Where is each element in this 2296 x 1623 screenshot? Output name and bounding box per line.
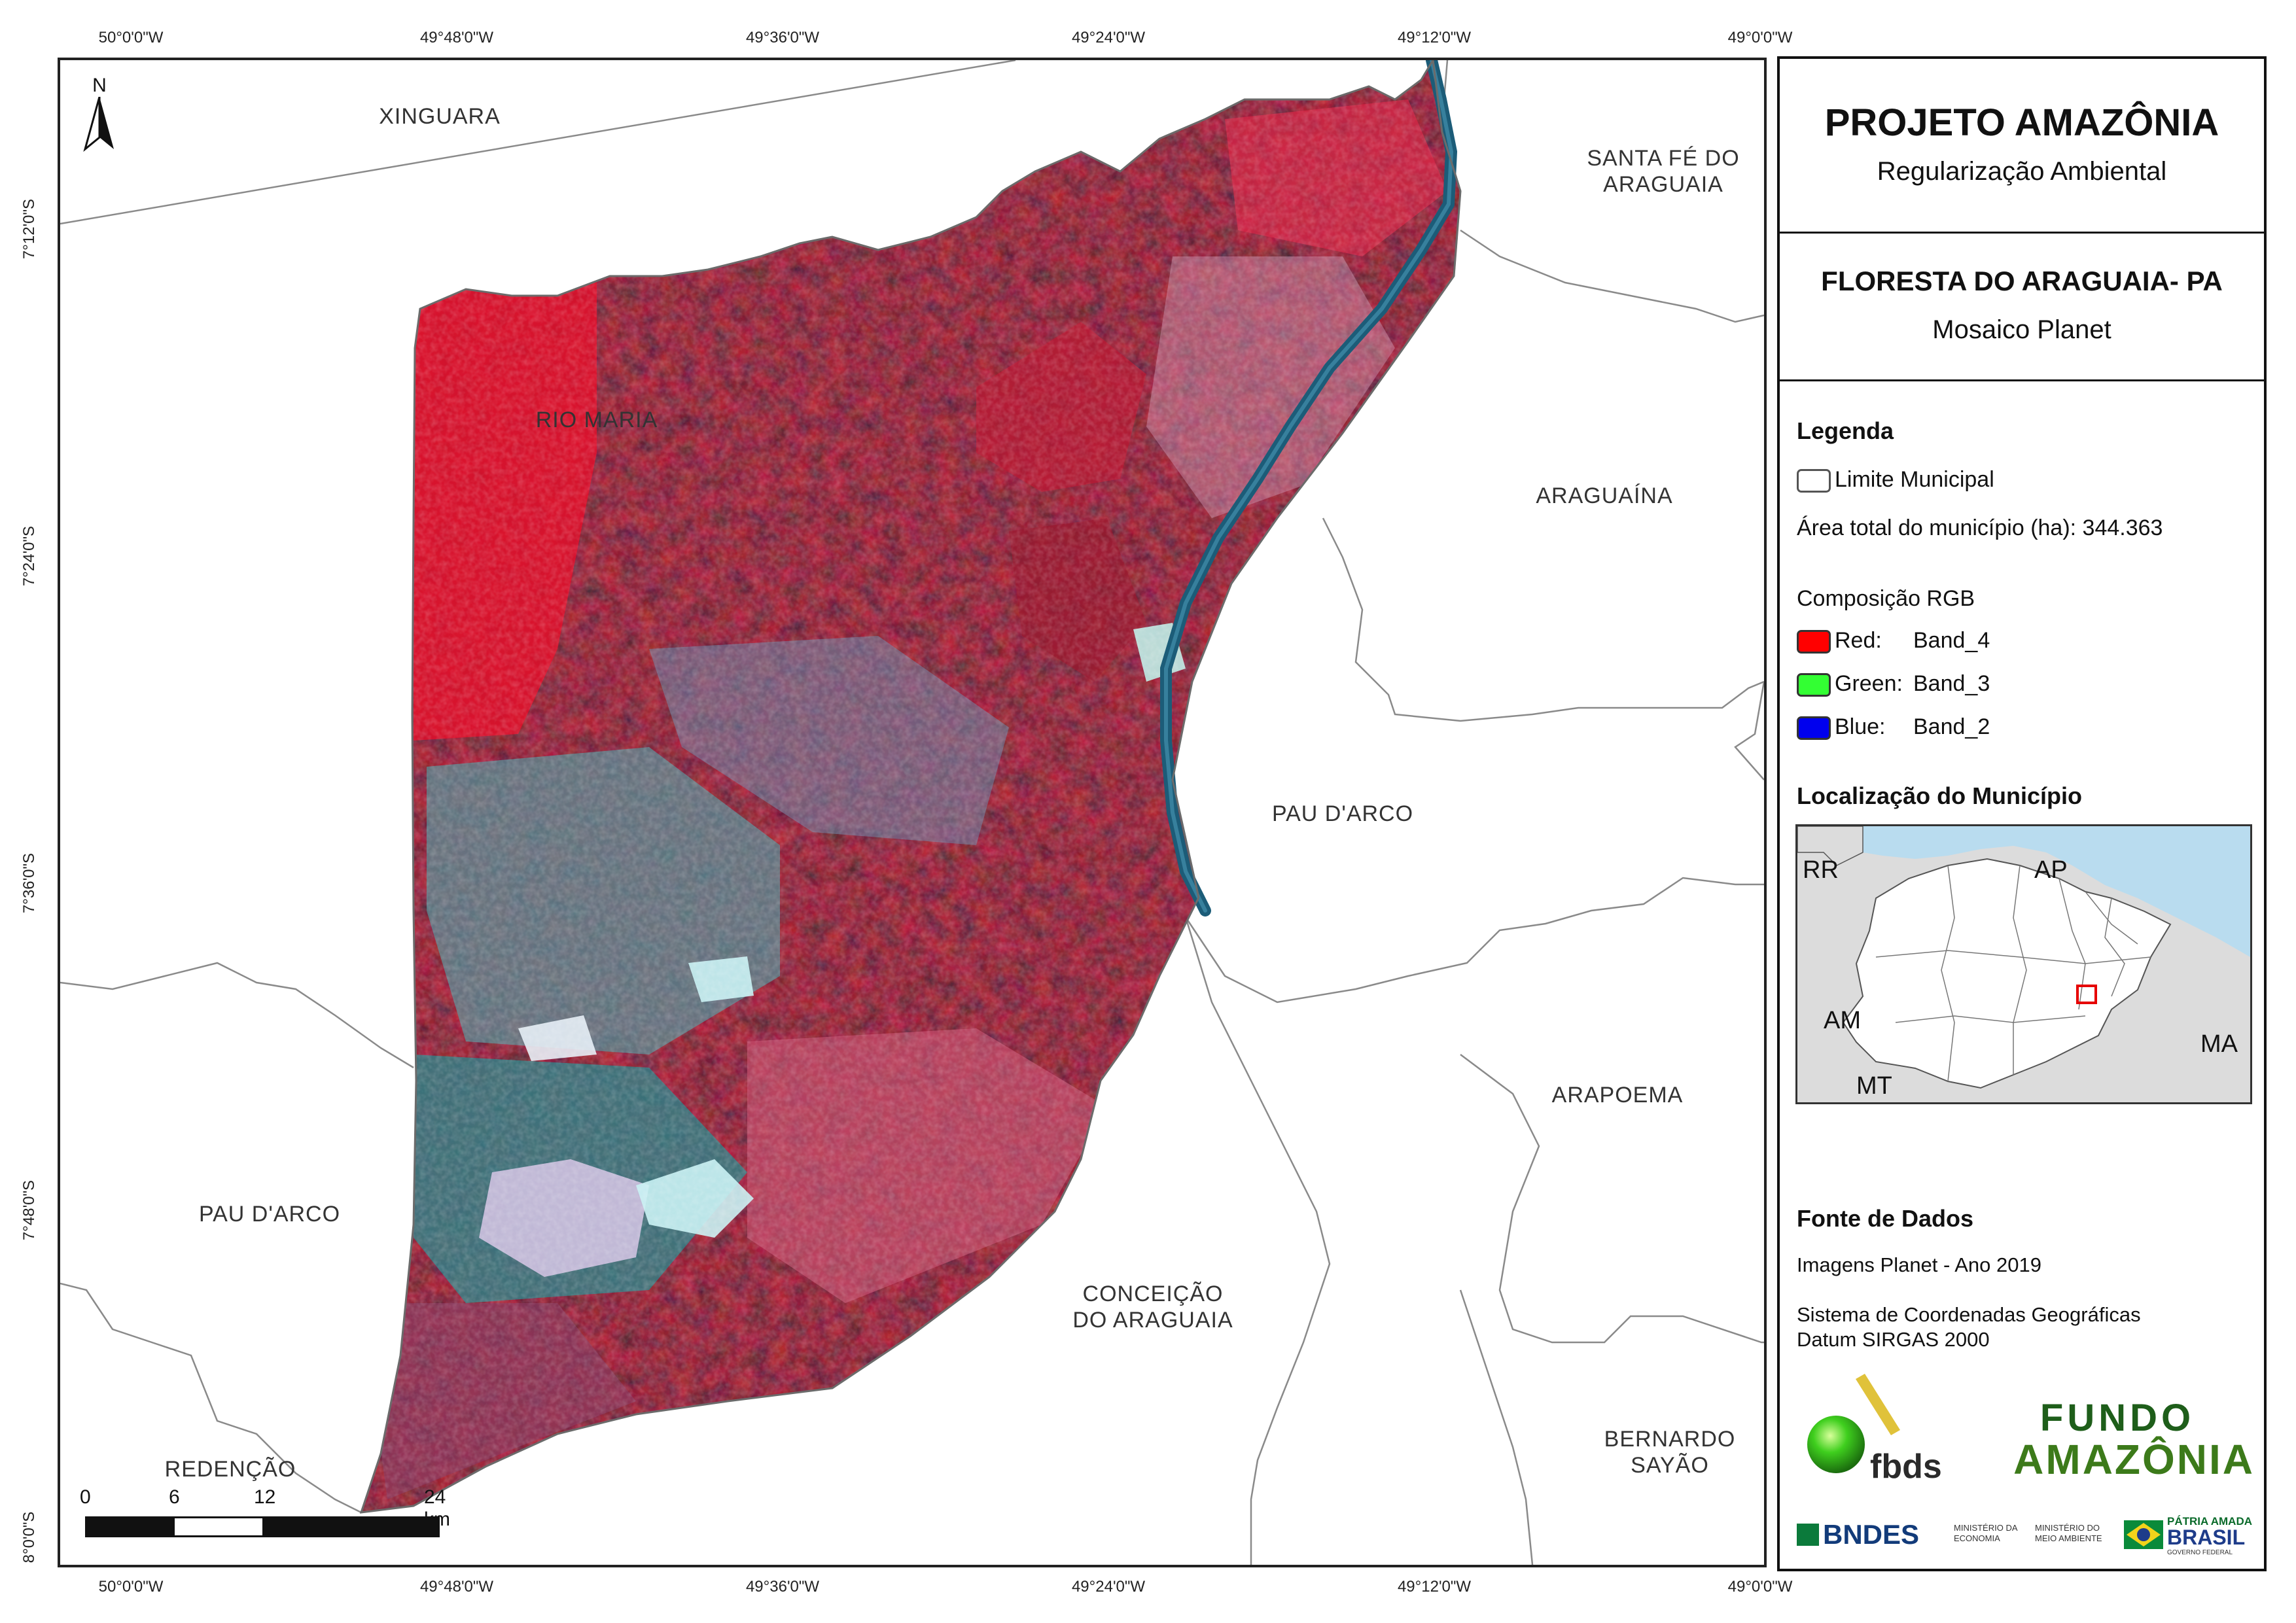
scale-bar-graphic: [85, 1516, 440, 1537]
green-swatch: [1797, 673, 1831, 697]
amazonia-text: AMAZÔNIA: [2013, 1436, 2255, 1483]
boundary-swatch: [1797, 469, 1831, 493]
north-arrow-icon: [83, 96, 114, 152]
map-name: FLORESTA DO ARAGUAIA- PA: [1821, 266, 2223, 296]
blue-band: Band_2: [1913, 714, 1990, 739]
label-xinguara: XINGUARA: [379, 104, 501, 129]
legend-band-blue: Blue: Band_2: [1797, 714, 1990, 741]
sources-crs-line1: Sistema de Coordenadas Geográficas: [1797, 1303, 2141, 1326]
sources-images: Imagens Planet - Ano 2019: [1797, 1253, 2041, 1276]
legend-rgb-title: Composição RGB: [1797, 586, 1975, 611]
scale-label-6: 6: [169, 1486, 180, 1508]
lon-tick-bottom-4: 49°12'0"W: [1397, 1578, 1472, 1596]
project-subtitle: Regularização Ambiental: [1877, 157, 2167, 186]
lat-tick-1: 7°24'0"S: [20, 525, 38, 587]
lon-tick-top-5: 49°0'0"W: [1727, 29, 1793, 46]
header-section: PROJETO AMAZÔNIA Regularização Ambiental: [1780, 59, 2264, 234]
sources-crs-line2: Datum SIRGAS 2000: [1797, 1328, 1990, 1351]
scale-bar: 0 6 12 24 km: [80, 1486, 472, 1545]
loc-label-mt: MT: [1856, 1072, 1892, 1100]
label-redencao: REDENÇÃO: [164, 1457, 296, 1482]
bndes-text: BNDES: [1823, 1519, 1920, 1550]
fundo-text: FUNDO: [2040, 1397, 2195, 1439]
lon-tick-top-4: 49°12'0"W: [1397, 29, 1472, 46]
lon-tick-bottom-5: 49°0'0"W: [1727, 1578, 1793, 1596]
lat-tick-3: 7°48'0"S: [20, 1179, 38, 1241]
lon-tick-top-3: 49°24'0"W: [1071, 29, 1146, 46]
fbds-text: fbds: [1870, 1448, 1942, 1486]
lon-tick-bottom-2: 49°36'0"W: [745, 1578, 820, 1596]
patria-amada-logo: PÁTRIA AMADA BRASIL GOVERNO FEDERAL: [2124, 1512, 2255, 1558]
blue-swatch: [1797, 716, 1831, 741]
lat-tick-2: 7°36'0"S: [20, 852, 38, 914]
label-bernardo-sayao: BERNARDO SAYÃO: [1604, 1427, 1736, 1478]
patria-line2: BRASIL: [2167, 1526, 2246, 1549]
location-map: [1797, 826, 2250, 1102]
green-band: Band_3: [1913, 671, 1990, 696]
bndes-logo: BNDES: [1797, 1519, 1934, 1552]
boundary-label: Limite Municipal: [1835, 467, 1994, 492]
scale-label-0: 0: [80, 1486, 91, 1508]
blue-channel: Blue:: [1835, 714, 1886, 739]
lon-tick-top-1: 49°48'0"W: [419, 29, 494, 46]
legend-boundary: Limite Municipal: [1797, 467, 1994, 493]
label-rio-maria: RIO MARIA: [535, 408, 658, 432]
project-title: PROJETO AMAZÔNIA: [1824, 101, 2219, 144]
lat-tick-4: 8°0'0"S: [20, 1511, 38, 1563]
patria-line3: GOVERNO FEDERAL: [2167, 1549, 2233, 1556]
lon-tick-bottom-0: 50°0'0"W: [98, 1578, 164, 1596]
lon-tick-bottom-1: 49°48'0"W: [419, 1578, 494, 1596]
red-swatch: [1797, 630, 1831, 654]
ocean: [1863, 826, 2250, 957]
lon-tick-top-2: 49°36'0"W: [745, 29, 820, 46]
lon-tick-top-0: 50°0'0"W: [98, 29, 164, 46]
map-info-section: FLORESTA DO ARAGUAIA- PA Mosaico Planet: [1780, 232, 2264, 381]
label-pau-darco-west: PAU D'ARCO: [198, 1202, 341, 1227]
legend-title: Legenda: [1797, 417, 1894, 444]
fundo-amazonia-logo: FUNDO AMAZÔNIA: [1980, 1399, 2255, 1484]
fbds-logo: fbds: [1797, 1372, 1954, 1486]
sources-title: Fonte de Dados: [1797, 1205, 1974, 1232]
label-pau-darco-east: PAU D'ARCO: [1271, 801, 1414, 826]
label-santa-fe-do-araguaia: SANTA FÉ DO ARAGUAIA: [1587, 146, 1740, 197]
north-label: N: [92, 75, 107, 96]
red-band: Band_4: [1913, 628, 1990, 653]
fbds-logo-icon: [1807, 1374, 1900, 1473]
info-panel: PROJETO AMAZÔNIA Regularização Ambiental…: [1777, 56, 2267, 1571]
para-internal-boundaries: [1875, 865, 2151, 1082]
legend-band-red: Red: Band_4: [1797, 628, 1990, 654]
bndes-icon: [1797, 1524, 1819, 1546]
red-channel: Red:: [1835, 628, 1882, 653]
green-channel: Green:: [1835, 671, 1903, 696]
loc-label-am: AM: [1824, 1007, 1861, 1034]
map-type: Mosaico Planet: [1932, 315, 2111, 344]
min-meio-ambiente-logo: MINISTÉRIO DO MEIO AMBIENTE: [2035, 1523, 2102, 1543]
brazil-flag-icon: [2124, 1520, 2163, 1549]
lat-tick-0: 7°12'0"S: [20, 198, 38, 260]
legend-area: Área total do município (ha): 344.363: [1797, 515, 2163, 540]
label-araguaina: ARAGUAÍNA: [1536, 483, 1673, 508]
location-title: Localização do Município: [1797, 782, 2083, 809]
loc-label-ap: AP: [2034, 856, 2068, 884]
lon-tick-bottom-3: 49°24'0"W: [1071, 1578, 1146, 1596]
loc-label-rr: RR: [1803, 856, 1839, 884]
label-conceicao-do-araguaia: CONCEIÇÃO DO ARAGUAIA: [1072, 1282, 1233, 1333]
label-arapoema: ARAPOEMA: [1551, 1083, 1684, 1108]
map-canvas: [60, 60, 1764, 1565]
loc-label-ma: MA: [2200, 1030, 2238, 1058]
location-inset: RR AP AM MA TO PI MT: [1795, 824, 2252, 1104]
patria-line1: PÁTRIA AMADA: [2167, 1515, 2253, 1527]
min-economia-logo: MINISTÉRIO DA ECONOMIA: [1954, 1523, 2017, 1543]
scale-label-12: 12: [254, 1486, 276, 1508]
para-state: [1842, 858, 2172, 1089]
location-marker: [2076, 985, 2097, 1004]
north-arrow: N: [80, 75, 119, 160]
map-frame: N XINGUARA SANTA FÉ DO ARAGUAIA RIO MARI…: [58, 58, 1767, 1567]
legend-band-green: Green: Band_3: [1797, 671, 1990, 697]
